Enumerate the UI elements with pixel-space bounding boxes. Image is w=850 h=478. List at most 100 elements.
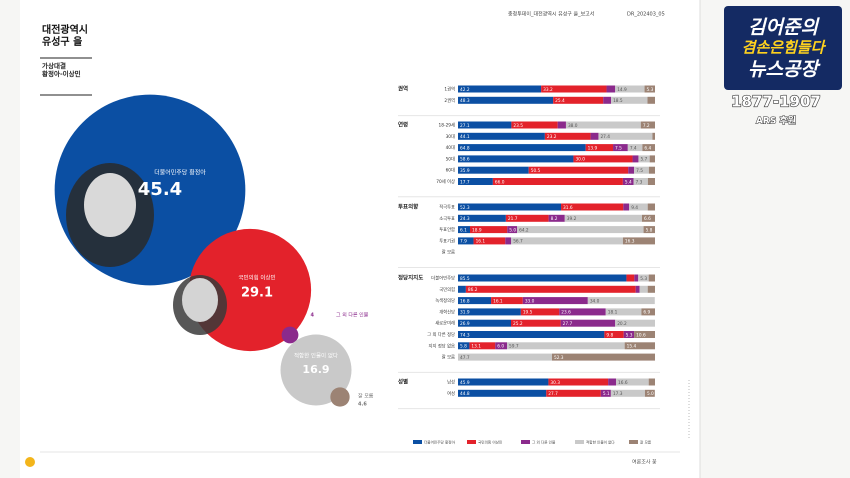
logo-text: 김어준의 (748, 17, 820, 39)
data-label: 25.2 (513, 321, 523, 327)
data-label: 6.1 (460, 227, 467, 233)
bar-segment (644, 389, 655, 397)
data-label: 23.5 (513, 123, 523, 129)
bar-segment (603, 96, 612, 104)
row-label: 소극투표 (439, 216, 455, 222)
bar-segment (458, 85, 542, 93)
data-label: 18.9 (472, 227, 482, 233)
data-label: 6.4 (644, 145, 651, 151)
row-label: 50대 (446, 155, 455, 162)
bar-segment (561, 203, 624, 211)
bubble-label: 더불어민주당 황정아 (154, 169, 206, 177)
bar-segment (623, 331, 635, 338)
data-label: 66.0 (495, 179, 505, 185)
data-label: 7.5 (615, 145, 622, 151)
bar-segment (495, 342, 508, 350)
bar-segment (605, 308, 642, 316)
bar-segment (615, 378, 649, 386)
bar-segment (622, 178, 634, 185)
bar-segment (458, 342, 470, 350)
bar-segment (615, 85, 645, 93)
data-label: 5.4 (625, 179, 632, 185)
data-label: 17.7 (460, 179, 470, 185)
data-label: 14.9 (617, 87, 627, 93)
bar-segment (641, 214, 655, 222)
data-label: 16.3 (625, 239, 635, 245)
row-label: 더불어민주당 (431, 275, 455, 282)
bar-segment (458, 308, 521, 316)
row-label: 40대 (446, 144, 455, 151)
bar-segment (507, 342, 625, 350)
logo-note: ARS 후원 (756, 115, 796, 127)
bar-segment (458, 132, 545, 140)
data-label: 27.4 (600, 134, 610, 140)
data-label: 31.6 (563, 205, 573, 211)
data-label: 7.5 (636, 168, 643, 174)
photo (182, 278, 218, 322)
bar-segment (458, 331, 605, 338)
legend-swatch (467, 440, 476, 444)
data-label: 21.7 (508, 216, 518, 222)
legend-swatch (413, 440, 422, 444)
footer-brand: 여론조사 꽃 (632, 459, 657, 466)
footer-icon (25, 457, 35, 467)
row-label: 새로운미래 (435, 320, 455, 327)
group-label: 연령 (398, 121, 408, 129)
bubble (281, 326, 299, 344)
bar-segment (635, 285, 640, 293)
data-label: 16.1 (476, 239, 486, 245)
data-label: 25.4 (555, 98, 565, 104)
data-label: 27.7 (548, 391, 558, 397)
row-label: 잘 모름 (442, 249, 455, 256)
logo: 김어준의 겸손은힘들다 뉴스공장 1877-1907 ARS 후원 (724, 6, 842, 127)
data-label: 9.4 (631, 205, 638, 211)
data-label: 13.1 (471, 344, 481, 350)
data-label: 47.7 (460, 355, 470, 361)
bar-segment (634, 331, 655, 338)
bar-segment (458, 297, 492, 305)
bubble-value: 4 (311, 313, 315, 319)
legend-label: 그 외 다른 인물 (532, 440, 556, 445)
data-label: 5.1 (603, 391, 610, 397)
bar-segment (615, 319, 655, 327)
data-label: 44.1 (460, 134, 470, 140)
row-label: 여성 (447, 390, 455, 397)
bar-segment (634, 274, 639, 282)
bar-segment (598, 132, 653, 140)
logo-text: 겸손은힘들다 (742, 39, 827, 57)
bar-segment (473, 237, 506, 245)
bar-segment (517, 226, 644, 234)
bubble-value: 4.6 (358, 402, 367, 408)
bar-segment (644, 85, 655, 93)
bar-segment (522, 297, 588, 305)
bar-segment (458, 144, 586, 152)
group-label: 성별 (398, 378, 408, 386)
data-label: 30.0 (575, 157, 585, 163)
bar-segment (648, 378, 655, 386)
data-label: 27.1 (460, 123, 470, 129)
row-label: 70세 이상 (436, 178, 455, 185)
bar-segment (553, 96, 604, 104)
bar-segment (458, 226, 471, 234)
bar-segment (629, 203, 648, 211)
bar-segment (587, 297, 655, 305)
legend-swatch (629, 440, 638, 444)
data-label: 16.8 (460, 298, 470, 304)
data-label: 31.9 (460, 310, 470, 316)
data-label: 9.8 (606, 332, 613, 338)
data-label: 85.5 (460, 276, 470, 282)
data-label: 23.2 (547, 134, 557, 140)
bar-segment (560, 319, 616, 327)
bar-segment (624, 342, 655, 350)
bar-segment (564, 214, 642, 222)
row-label: 지지 정당 없음 (429, 342, 455, 349)
data-label: 38.0 (568, 123, 578, 129)
bar-segment (548, 378, 609, 386)
bar-segment (458, 237, 474, 245)
bubble-value: 29.1 (241, 286, 273, 301)
data-label: 5.8 (460, 344, 467, 350)
bar-segment (511, 121, 558, 129)
bar-segment (626, 274, 635, 282)
bar-segment (458, 203, 562, 211)
legend-label: 적합한 인물이 없다 (586, 440, 615, 445)
